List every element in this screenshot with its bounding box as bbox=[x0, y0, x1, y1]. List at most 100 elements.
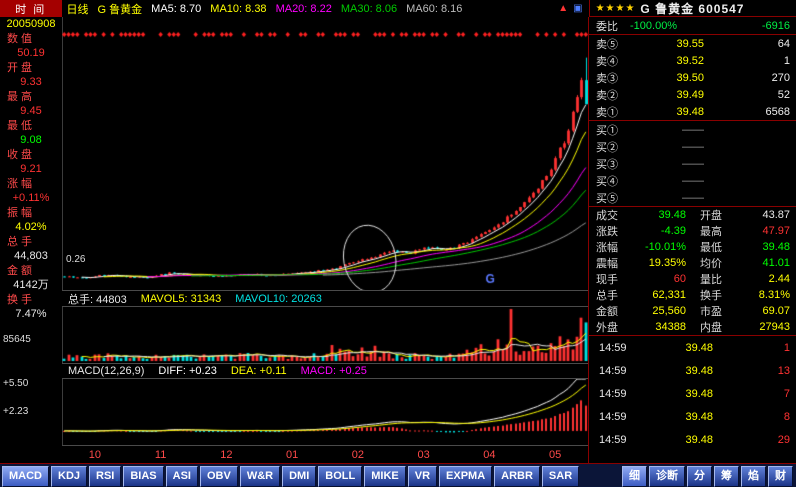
axis-month-label: 04 bbox=[483, 449, 496, 461]
kline-volume-macd-chart[interactable] bbox=[62, 17, 588, 445]
sidebar-field-value: 4142万 bbox=[13, 279, 49, 291]
up-arrow-icon[interactable]: ▲ bbox=[558, 3, 569, 14]
buy-level-row[interactable]: 买⑤ —— bbox=[589, 189, 796, 206]
order-qty: 64 bbox=[777, 37, 790, 50]
buy-level-row[interactable]: 买① —— bbox=[589, 121, 796, 138]
indicator-tab-wr[interactable]: W&R bbox=[239, 465, 281, 487]
order-price: —— bbox=[682, 157, 704, 170]
quote-value: 34388 bbox=[655, 321, 686, 333]
quote-row: 涨跌 -4.39 最高 47.97 bbox=[589, 223, 796, 239]
indicator-tab-vr[interactable]: VR bbox=[407, 465, 438, 487]
panel-tab-1[interactable]: 细 bbox=[622, 465, 647, 487]
tick-time: 14:59 bbox=[599, 410, 627, 423]
tick-qty: 29 bbox=[777, 433, 790, 446]
indicator-tab-boll[interactable]: BOLL bbox=[318, 465, 363, 487]
quote-row: 震幅 19.35% 均价 41.01 bbox=[589, 255, 796, 271]
indicator-tab-sar[interactable]: SAR bbox=[541, 465, 580, 487]
ma-value-label: MA60: 8.16 bbox=[406, 2, 463, 15]
pane-header-label: DIFF: +0.23 bbox=[158, 365, 217, 377]
indicator-tab-mike[interactable]: MIKE bbox=[364, 465, 406, 487]
sell-level-row[interactable]: 卖④ 39.52 1 bbox=[589, 52, 796, 69]
buy-level-row[interactable]: 买③ —— bbox=[589, 155, 796, 172]
tick-price: 39.48 bbox=[685, 410, 713, 423]
sidebar-field-value: 20050908 bbox=[6, 18, 56, 30]
quote-cell: 换手 8.31% bbox=[693, 287, 796, 303]
indicator-tab-rsi[interactable]: RSI bbox=[89, 465, 122, 487]
order-level-label: 买④ bbox=[596, 175, 618, 188]
quote-row: 外盘 34388 内盘 27943 bbox=[589, 319, 796, 335]
quote-value: -4.39 bbox=[660, 225, 686, 237]
axis-month-label: 05 bbox=[549, 449, 562, 461]
order-level-label: 买① bbox=[596, 124, 618, 137]
indicator-tab-arbr[interactable]: ARBR bbox=[494, 465, 540, 487]
panel-divider bbox=[589, 206, 796, 207]
buy-queue: 买① —— 买② —— 买③ —— 买④ —— 买⑤ —— bbox=[589, 121, 796, 206]
axis-month-label: 02 bbox=[351, 449, 364, 461]
axis-month-label: 01 bbox=[286, 449, 299, 461]
quote-row: 现手 60 量比 2.44 bbox=[589, 271, 796, 287]
quote-cell: 金额 25,560 bbox=[589, 303, 693, 319]
header-icons: ▲ ▣ bbox=[558, 0, 588, 17]
time-axis: 10 11 12 01 02 03 04 05 bbox=[62, 445, 588, 464]
axis-month-label: 03 bbox=[417, 449, 430, 461]
tick-qty: 7 bbox=[783, 387, 790, 400]
quote-grid: 成交 39.48 开盘 43.87 涨跌 -4.39 最高 47.97 涨幅 -10.01% 最低 3… bbox=[589, 207, 796, 335]
sidebar-field-label: 振 幅 bbox=[7, 207, 33, 219]
sidebar-field-label: 总 手 bbox=[7, 236, 33, 248]
rating-stars-icon: ★★★★ bbox=[595, 2, 636, 14]
buy-level-row[interactable]: 买④ —— bbox=[589, 172, 796, 189]
trade-tick-row: 14:59 39.48 29 bbox=[589, 428, 796, 451]
sell-level-row[interactable]: 卖② 39.49 52 bbox=[589, 86, 796, 103]
indicator-tab-kdj[interactable]: KDJ bbox=[51, 465, 88, 487]
volume-pane-header: 总手: 44803 MAVOL5: 31343 MAVOL10: 20263 bbox=[62, 290, 594, 307]
buy-level-row[interactable]: 买② —— bbox=[589, 138, 796, 155]
panel-tab-5[interactable]: 焰 bbox=[741, 465, 766, 487]
quote-value: 27943 bbox=[759, 321, 790, 333]
panel-tab-2[interactable]: 诊断 bbox=[649, 465, 685, 487]
quote-cell: 量比 2.44 bbox=[693, 271, 796, 287]
pane-header-label: MAVOL5: 31343 bbox=[140, 292, 222, 305]
quote-cell: 最高 47.97 bbox=[693, 223, 796, 239]
indicator-tab-dmi[interactable]: DMI bbox=[282, 465, 317, 487]
grid-window-icon[interactable]: ▣ bbox=[573, 3, 583, 14]
stock-title: G 鲁黄金 600547 bbox=[640, 1, 745, 16]
pane-header-label: DEA: +0.11 bbox=[230, 365, 287, 377]
panel-divider bbox=[589, 335, 796, 336]
quote-label: 涨幅 bbox=[596, 242, 618, 254]
sell-level-row[interactable]: 卖⑤ 39.55 64 bbox=[589, 35, 796, 52]
panel-tab-4[interactable]: 筹 bbox=[714, 465, 739, 487]
order-price: —— bbox=[682, 174, 704, 187]
pane-header-label: 总手: 44803 bbox=[68, 293, 127, 306]
order-level-label: 卖② bbox=[596, 89, 618, 102]
quote-cell: 最低 39.48 bbox=[693, 239, 796, 255]
quote-value: -10.01% bbox=[645, 241, 686, 253]
weicha-value: -6916 bbox=[761, 19, 790, 32]
quote-value: 60 bbox=[673, 273, 686, 285]
indicator-tab-bias[interactable]: BIAS bbox=[123, 465, 164, 487]
sidebar-field-label: 涨 幅 bbox=[7, 178, 33, 190]
quote-value: 2.44 bbox=[768, 273, 790, 285]
order-price: 39.52 bbox=[676, 54, 704, 67]
quote-row: 金额 25,560 市盈 69.07 bbox=[589, 303, 796, 319]
quote-label: 现手 bbox=[596, 274, 618, 286]
panel-tab-3[interactable]: 分 bbox=[687, 465, 712, 487]
indicator-tab-macd[interactable]: MACD bbox=[2, 465, 49, 487]
order-price: —— bbox=[682, 191, 704, 204]
panel-tab-6[interactable]: 财 bbox=[768, 465, 793, 487]
panel-tabs: 细诊断分筹焰财 bbox=[622, 465, 796, 487]
trade-tick-row: 14:59 39.48 1 bbox=[589, 336, 796, 359]
sell-level-row[interactable]: 卖③ 39.50 270 bbox=[589, 69, 796, 86]
macd-scale-mid-label: +2.23 bbox=[3, 406, 29, 417]
sell-level-row[interactable]: 卖① 39.48 6568 bbox=[589, 103, 796, 120]
sidebar-field-value: 4.02% bbox=[15, 221, 47, 233]
indicator-tab-obv[interactable]: OBV bbox=[199, 465, 238, 487]
tick-price: 39.48 bbox=[685, 364, 713, 377]
indicator-tab-expma[interactable]: EXPMA bbox=[439, 465, 493, 487]
sidebar-field-value: 7.47% bbox=[15, 308, 47, 320]
quote-label: 金额 bbox=[596, 306, 618, 318]
order-price: 39.50 bbox=[676, 71, 704, 84]
quote-row: 涨幅 -10.01% 最低 39.48 bbox=[589, 239, 796, 255]
quote-label: 市盈 bbox=[700, 306, 722, 318]
indicator-tab-asi[interactable]: ASI bbox=[165, 465, 198, 487]
